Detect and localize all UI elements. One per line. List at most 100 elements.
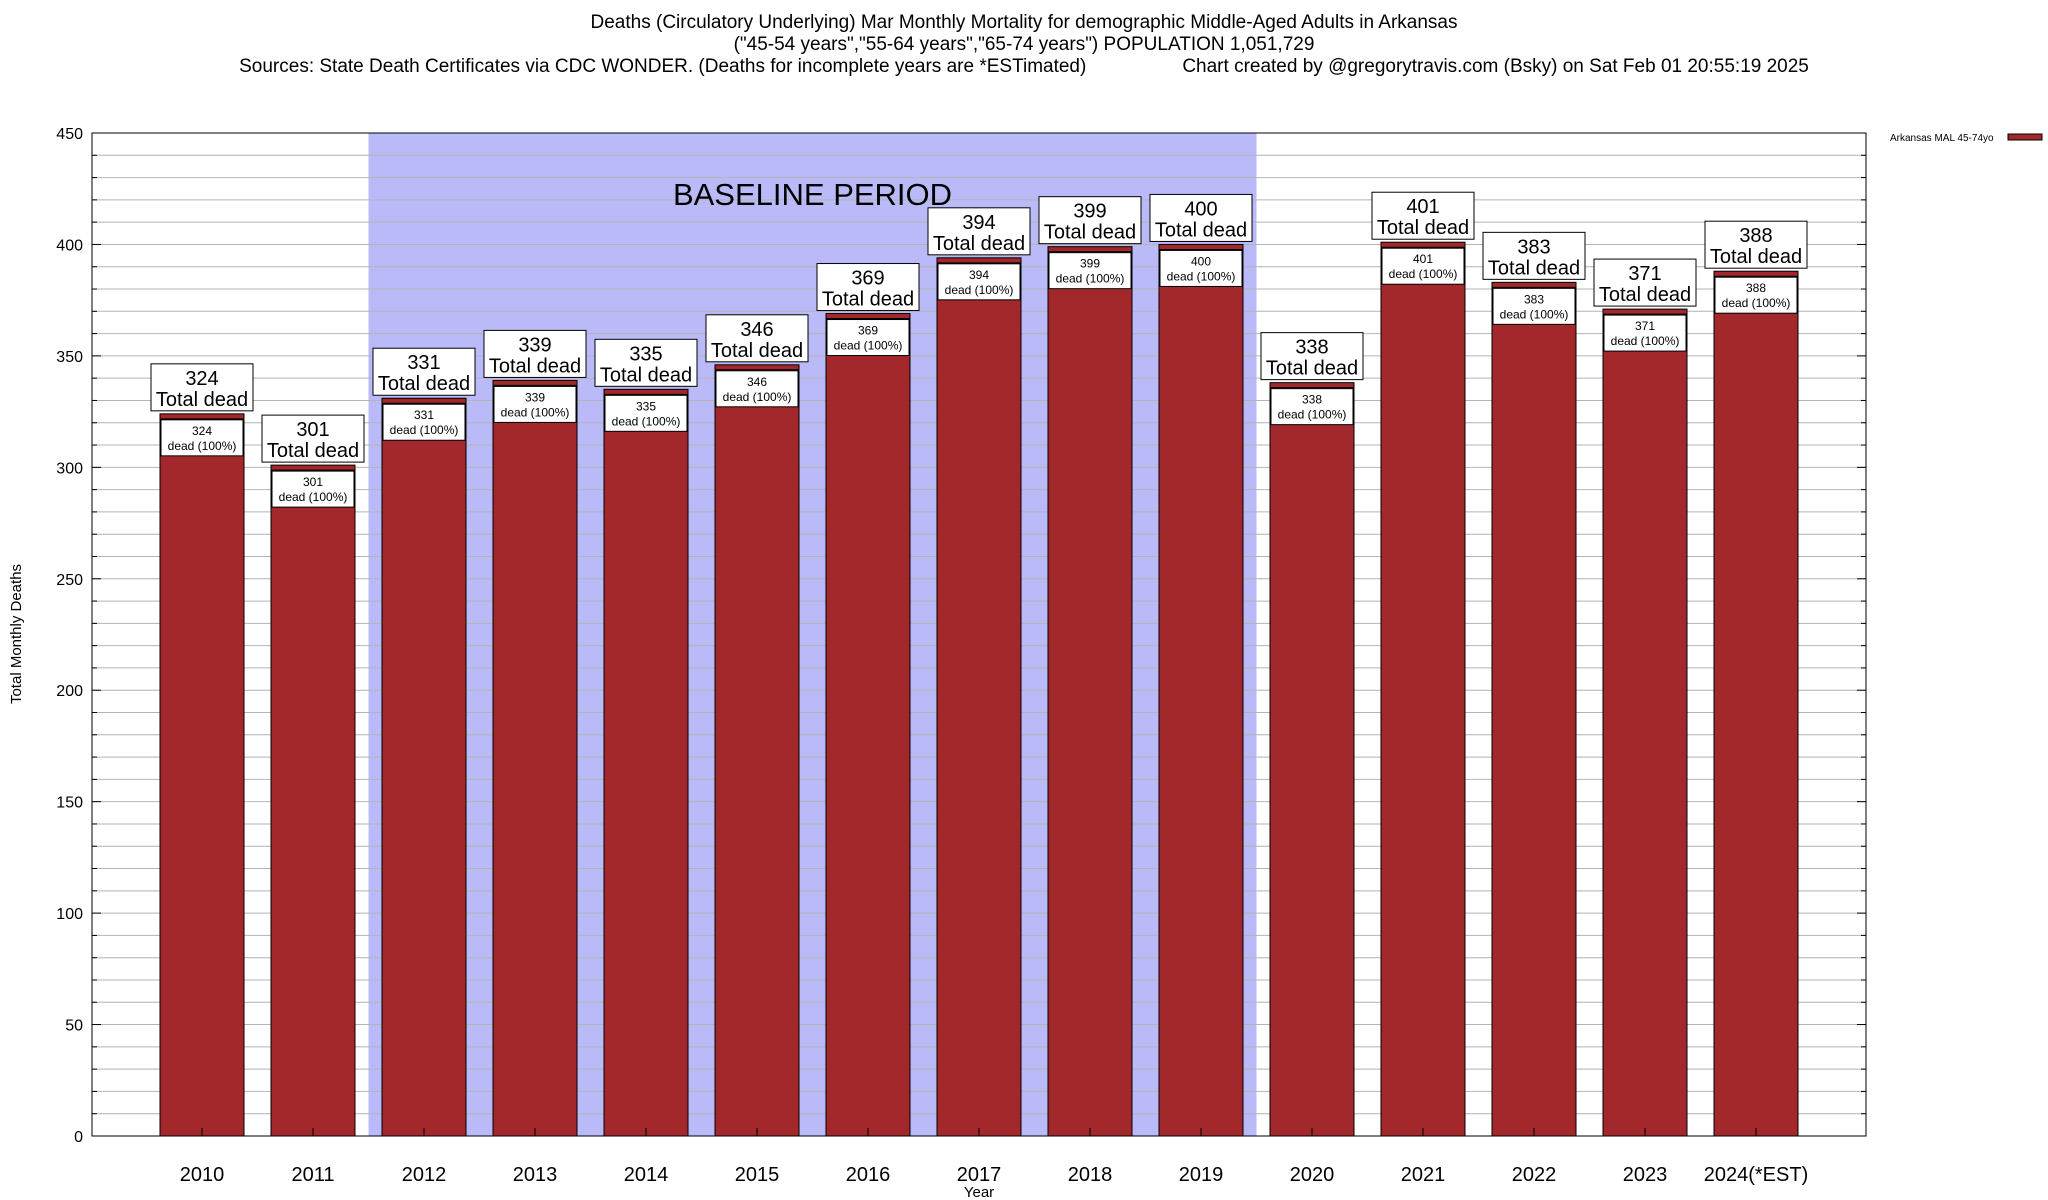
bar-2015 — [714, 364, 800, 1137]
inner-label-box — [1381, 247, 1465, 285]
x-tick-label: 2017 — [957, 1164, 1002, 1186]
y-axis-label: Total Monthly Deaths — [8, 564, 25, 704]
x-tick-label: 2018 — [1068, 1164, 1113, 1186]
x-tick-label: 2019 — [1179, 1164, 1224, 1186]
inner-value-label: 335 — [636, 399, 656, 413]
inner-pct-label: dead (100%) — [279, 490, 348, 504]
x-tick-label: 2014 — [624, 1164, 669, 1186]
total-value-label: 383 — [1517, 236, 1550, 258]
legend-label: Arkansas MAL 45-74yo — [1890, 133, 1994, 144]
bar-2018 — [1047, 246, 1133, 1137]
total-dead-label: Total dead — [156, 389, 248, 411]
chart-sources-line: Sources: State Death Certificates via CD… — [0, 56, 2048, 78]
inner-pct-label: dead (100%) — [723, 390, 792, 404]
inner-value-label: 346 — [747, 375, 767, 389]
x-tick-label: 2023 — [1623, 1164, 1668, 1186]
total-dead-label: Total dead — [933, 233, 1025, 255]
inner-value-label: 383 — [1524, 292, 1544, 306]
bar-2013 — [492, 379, 578, 1137]
chart-subtitle: ("45-54 years","55-64 years","65-74 year… — [733, 34, 1315, 55]
x-axis-label: Year — [964, 1184, 994, 1200]
y-tick-label: 300 — [56, 460, 83, 477]
inner-label-box — [1270, 388, 1354, 426]
inner-pct-label: dead (100%) — [1500, 307, 1569, 321]
total-label-box — [483, 329, 587, 378]
bar-2020 — [1269, 382, 1355, 1137]
bar-2019 — [1158, 243, 1244, 1137]
total-value-label: 401 — [1406, 196, 1439, 218]
x-tick-label: 2012 — [402, 1164, 447, 1186]
inner-label-box — [604, 394, 688, 432]
inner-label-box — [1714, 276, 1798, 314]
inner-label-box — [1492, 287, 1576, 325]
total-dead-label: Total dead — [1155, 219, 1247, 241]
total-value-label: 400 — [1184, 198, 1217, 220]
total-label-box — [1704, 220, 1808, 269]
y-tick-label: 350 — [56, 349, 83, 366]
total-dead-label: Total dead — [1599, 284, 1691, 306]
total-value-label: 338 — [1295, 337, 1328, 359]
inner-value-label: 399 — [1080, 257, 1100, 271]
total-label-box — [372, 347, 476, 396]
total-value-label: 324 — [185, 368, 218, 390]
total-label-box — [1482, 231, 1586, 280]
inner-pct-label: dead (100%) — [1611, 334, 1680, 348]
inner-pct-label: dead (100%) — [168, 439, 237, 453]
inner-label-box — [1603, 314, 1687, 352]
bar-2017 — [936, 257, 1022, 1137]
inner-label-box — [382, 403, 466, 441]
inner-value-label: 400 — [1191, 254, 1211, 268]
total-dead-label: Total dead — [711, 340, 803, 362]
chart-sources: Sources: State Death Certificates via CD… — [239, 56, 1087, 77]
total-label-box — [1149, 193, 1253, 242]
total-dead-label: Total dead — [822, 289, 914, 311]
bar-2012 — [381, 397, 467, 1137]
total-dead-label: Total dead — [378, 373, 470, 395]
bar-2011 — [270, 464, 356, 1137]
inner-label-box — [493, 385, 577, 423]
chart-credit: Chart created by @gregorytravis.com (Bsk… — [1182, 56, 1809, 77]
y-tick-label: 50 — [65, 1018, 83, 1035]
y-tick-label: 450 — [56, 126, 83, 143]
x-tick-label: 2020 — [1290, 1164, 1335, 1186]
inner-value-label: 324 — [192, 424, 212, 438]
bar-2022 — [1491, 281, 1577, 1137]
x-tick-label: 2011 — [291, 1164, 334, 1186]
inner-value-label: 339 — [525, 390, 545, 404]
inner-label-box — [1048, 252, 1132, 290]
total-value-label: 369 — [851, 268, 884, 290]
bar-2014 — [603, 388, 689, 1137]
total-value-label: 346 — [740, 319, 773, 341]
total-dead-label: Total dead — [600, 364, 692, 386]
total-value-label: 394 — [962, 212, 995, 234]
inner-label-box — [826, 319, 910, 357]
inner-pct-label: dead (100%) — [390, 423, 459, 437]
x-tick-label: 2010 — [180, 1164, 225, 1186]
total-label-box — [150, 363, 254, 412]
total-value-label: 335 — [629, 343, 662, 365]
inner-pct-label: dead (100%) — [1389, 267, 1458, 281]
total-label-box — [816, 263, 920, 312]
y-tick-label: 250 — [56, 572, 83, 589]
chart-title: Deaths (Circulatory Underlying) Mar Mont… — [590, 12, 1458, 33]
bar-2024(*EST) — [1713, 270, 1799, 1137]
x-tick-label: 2022 — [1512, 1164, 1557, 1186]
x-tick-label: 2021 — [1401, 1164, 1446, 1186]
y-tick-label: 400 — [56, 237, 83, 254]
total-label-box — [1593, 258, 1697, 307]
inner-pct-label: dead (100%) — [1167, 269, 1236, 283]
total-value-label: 399 — [1073, 201, 1106, 223]
x-tick-label: 2016 — [846, 1164, 891, 1186]
inner-value-label: 338 — [1302, 393, 1322, 407]
inner-label-box — [715, 370, 799, 408]
x-tick-label: 2013 — [513, 1164, 558, 1186]
total-dead-label: Total dead — [1044, 222, 1136, 244]
inner-value-label: 401 — [1413, 252, 1433, 266]
inner-value-label: 388 — [1746, 281, 1766, 295]
total-dead-label: Total dead — [1266, 358, 1358, 380]
inner-pct-label: dead (100%) — [501, 405, 570, 419]
inner-value-label: 301 — [303, 475, 323, 489]
legend-swatch — [2007, 133, 2043, 141]
total-label-box — [594, 338, 698, 387]
